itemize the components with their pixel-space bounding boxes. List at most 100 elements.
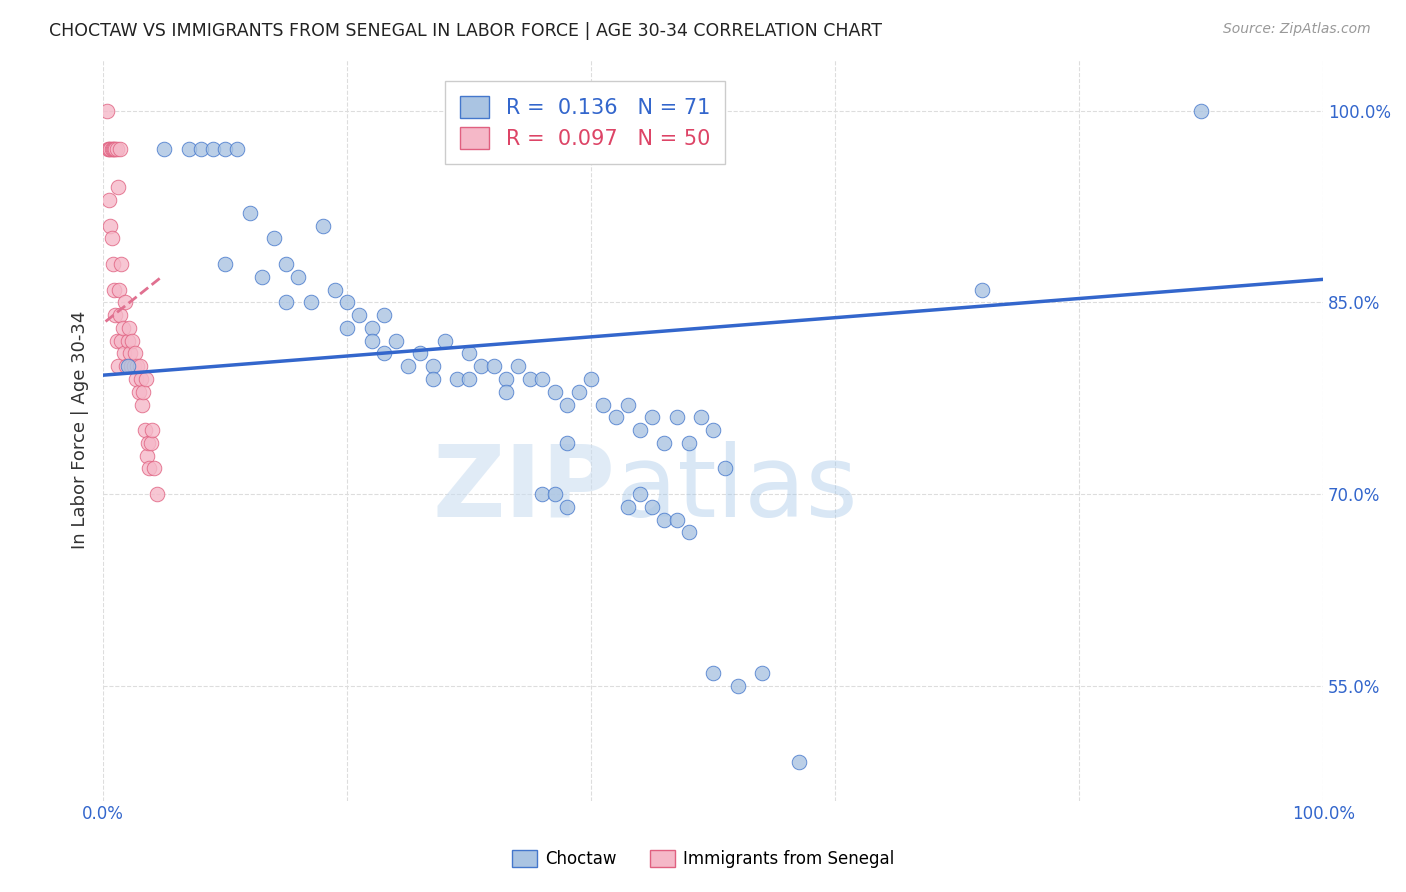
Point: [495, 372, 517, 386]
Point: [446, 372, 468, 386]
Point: [112, 346, 135, 360]
Point: [136, 436, 159, 450]
Point: [103, 142, 125, 156]
Legend: R =  0.136   N = 71, R =  0.097   N = 50: R = 0.136 N = 71, R = 0.097 N = 50: [446, 81, 724, 164]
Point: [714, 461, 737, 475]
Point: [141, 423, 163, 437]
Text: atlas: atlas: [616, 441, 858, 538]
Point: [104, 142, 127, 156]
Point: [153, 142, 176, 156]
Point: [970, 283, 993, 297]
Point: [139, 436, 162, 450]
Point: [665, 512, 688, 526]
Point: [628, 423, 651, 437]
Point: [127, 359, 149, 374]
Point: [373, 308, 395, 322]
Point: [543, 384, 565, 399]
Point: [118, 321, 141, 335]
Point: [641, 500, 664, 514]
Point: [117, 334, 139, 348]
Point: [299, 295, 322, 310]
Point: [101, 142, 124, 156]
Point: [105, 142, 128, 156]
Point: [107, 359, 129, 374]
Point: [458, 372, 481, 386]
Y-axis label: In Labor Force | Age 30-34: In Labor Force | Age 30-34: [72, 311, 89, 549]
Point: [531, 372, 554, 386]
Point: [250, 269, 273, 284]
Point: [135, 372, 157, 386]
Point: [96, 103, 118, 118]
Point: [131, 398, 153, 412]
Point: [104, 308, 127, 322]
Point: [238, 206, 260, 220]
Point: [678, 525, 700, 540]
Point: [665, 410, 688, 425]
Text: CHOCTAW VS IMMIGRANTS FROM SENEGAL IN LABOR FORCE | AGE 30-34 CORRELATION CHART: CHOCTAW VS IMMIGRANTS FROM SENEGAL IN LA…: [49, 22, 882, 40]
Point: [422, 372, 444, 386]
Point: [128, 359, 150, 374]
Text: Source: ZipAtlas.com: Source: ZipAtlas.com: [1223, 22, 1371, 37]
Point: [690, 410, 713, 425]
Point: [678, 436, 700, 450]
Point: [409, 346, 432, 360]
Point: [132, 384, 155, 399]
Point: [276, 257, 298, 271]
Point: [592, 398, 614, 412]
Point: [787, 756, 810, 770]
Point: [98, 142, 121, 156]
Point: [226, 142, 249, 156]
Point: [214, 257, 236, 271]
Point: [110, 257, 132, 271]
Point: [396, 359, 419, 374]
Point: [100, 231, 122, 245]
Point: [201, 142, 224, 156]
Point: [143, 461, 166, 475]
Point: [120, 359, 142, 374]
Point: [107, 180, 129, 194]
Point: [214, 142, 236, 156]
Point: [190, 142, 212, 156]
Point: [100, 219, 122, 233]
Point: [105, 334, 128, 348]
Point: [117, 359, 139, 374]
Point: [98, 193, 121, 207]
Text: ZIP: ZIP: [433, 441, 616, 538]
Point: [111, 321, 134, 335]
Point: [360, 334, 382, 348]
Point: [519, 372, 541, 386]
Point: [360, 321, 382, 335]
Point: [628, 487, 651, 501]
Point: [336, 321, 359, 335]
Point: [555, 398, 578, 412]
Point: [323, 283, 346, 297]
Point: [579, 372, 602, 386]
Point: [108, 283, 131, 297]
Point: [100, 142, 122, 156]
Point: [543, 487, 565, 501]
Point: [101, 257, 124, 271]
Point: [641, 410, 664, 425]
Point: [470, 359, 492, 374]
Point: [1189, 103, 1212, 118]
Point: [336, 295, 359, 310]
Point: [121, 334, 143, 348]
Point: [134, 423, 156, 437]
Point: [506, 359, 529, 374]
Point: [652, 436, 675, 450]
Point: [122, 359, 145, 374]
Point: [263, 231, 285, 245]
Point: [373, 346, 395, 360]
Point: [108, 142, 131, 156]
Point: [138, 461, 160, 475]
Point: [751, 665, 773, 680]
Point: [136, 449, 159, 463]
Point: [433, 334, 456, 348]
Point: [555, 436, 578, 450]
Point: [118, 346, 141, 360]
Point: [727, 679, 749, 693]
Point: [312, 219, 335, 233]
Point: [702, 423, 724, 437]
Point: [97, 142, 120, 156]
Point: [422, 359, 444, 374]
